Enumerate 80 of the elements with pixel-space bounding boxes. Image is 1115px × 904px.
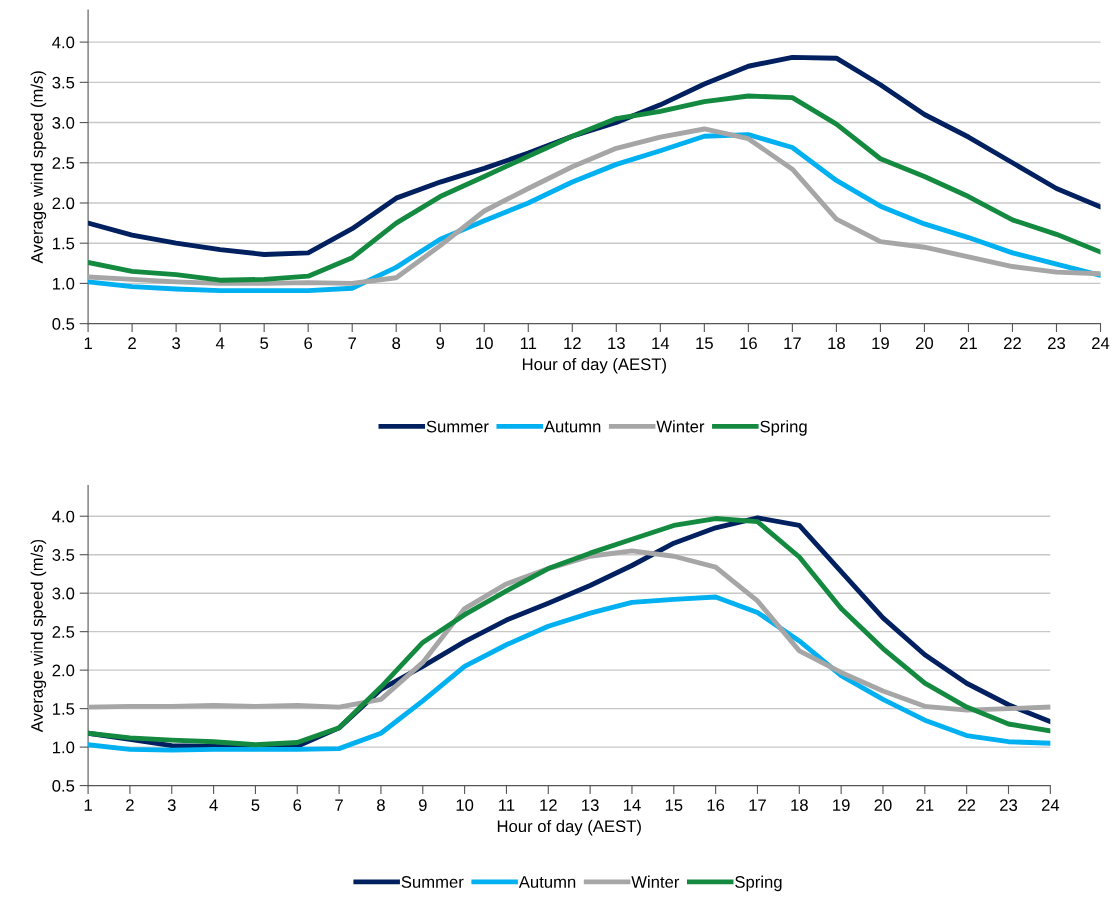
y-tick-label: 2.5 — [52, 157, 75, 169]
x-tick-label: 18 — [828, 337, 845, 350]
x-tick-label: 17 — [784, 337, 801, 349]
x-tick-label: 12 — [540, 799, 557, 811]
y-tick-label: 4.0 — [52, 36, 75, 49]
x-tick-label: 10 — [476, 337, 493, 350]
x-tick-label: 3 — [167, 799, 176, 812]
line-series — [88, 594, 1051, 753]
x-tick-label: 10 — [456, 799, 474, 812]
x-tick-label: 22 — [958, 799, 976, 811]
x-tick-label: 17 — [749, 799, 766, 811]
x-tick-label: 14 — [623, 799, 641, 811]
y-tick-label: 3.0 — [52, 116, 75, 129]
x-tick-label: 6 — [293, 799, 302, 812]
legend-label: Autumn — [543, 420, 601, 433]
legend-label: Spring — [735, 875, 782, 892]
line-series — [88, 54, 1101, 257]
x-tick-label: 2 — [126, 799, 134, 811]
legend-label: Autumn — [518, 876, 576, 888]
x-tick-label: 4 — [215, 337, 225, 349]
y-tick-label: 3.5 — [52, 76, 75, 89]
x-tick-label: 23 — [1048, 337, 1066, 350]
x-tick-label: 13 — [608, 337, 625, 350]
x-tick-label: 16 — [740, 337, 757, 350]
x-tick-label: 8 — [377, 799, 385, 812]
y-tick-label: 0.5 — [52, 779, 75, 792]
x-tick-label: 24 — [1041, 799, 1060, 811]
legend-label: Winter — [631, 875, 680, 888]
x-tick-label: 15 — [696, 337, 713, 350]
x-tick-label: 7 — [335, 799, 343, 811]
x-tick-label: 11 — [499, 799, 515, 811]
x-tick-label: 19 — [872, 337, 889, 350]
y-tick-label: 2.0 — [52, 664, 75, 677]
x-tick-label: 9 — [418, 799, 427, 812]
x-tick-label: 14 — [652, 337, 670, 349]
x-tick-label: 11 — [520, 337, 537, 349]
y-tick-label: 1.0 — [52, 741, 75, 754]
x-tick-label: 20 — [874, 799, 892, 812]
line-series — [88, 548, 1051, 713]
x-tick-label: 21 — [960, 337, 977, 349]
x-tick-label: 16 — [707, 799, 725, 812]
x-tick-label: 24 — [1092, 337, 1110, 349]
y-tick-label: 3.5 — [52, 549, 75, 561]
x-tick-label: 6 — [304, 337, 313, 350]
x-axis-title: Hour of day (AEST) — [522, 357, 666, 374]
x-tick-label: 8 — [392, 337, 401, 350]
y-tick-label: 1.5 — [52, 703, 75, 715]
y-tick-label: 2.5 — [52, 626, 75, 638]
legend-label: Summer — [401, 876, 464, 888]
x-tick-label: 7 — [348, 337, 356, 349]
y-tick-label: 0.5 — [52, 318, 75, 330]
x-tick-label: 3 — [172, 337, 181, 350]
x-tick-label: 18 — [791, 799, 808, 812]
x-tick-label: 4 — [209, 799, 218, 811]
x-tick-label: 5 — [260, 337, 269, 350]
legend-label: Summer — [426, 420, 489, 433]
x-tick-label: 21 — [916, 799, 934, 811]
x-tick-label: 2 — [128, 337, 136, 349]
line-series — [88, 93, 1101, 283]
x-tick-label: 12 — [564, 337, 581, 349]
x-tick-label: 20 — [916, 337, 934, 350]
x-tick-label: 19 — [833, 799, 850, 812]
x-tick-label: 22 — [1004, 337, 1021, 349]
y-tick-label: 2.0 — [52, 197, 75, 210]
y-tick-label: 1.5 — [52, 237, 75, 250]
x-tick-label: 23 — [1000, 799, 1018, 812]
x-tick-label: 13 — [582, 799, 599, 812]
x-tick-label: 9 — [436, 337, 445, 350]
legend-label: Winter — [656, 420, 705, 433]
x-tick-label: 15 — [665, 799, 683, 812]
y-tick-label: 3.0 — [52, 587, 75, 600]
y-axis-title: Average wind speed (m/s) — [30, 71, 47, 264]
legend-label: Spring — [760, 420, 807, 436]
y-tick-label: 4.0 — [52, 510, 75, 523]
x-axis-title: Hour of day (AEST) — [497, 819, 641, 836]
y-axis-title: Average wind speed (m/s) — [30, 539, 47, 733]
y-tick-label: 1.0 — [52, 277, 75, 290]
x-tick-label: 5 — [251, 799, 260, 812]
x-tick-label: 1 — [84, 337, 92, 349]
x-tick-label: 1 — [84, 799, 92, 811]
